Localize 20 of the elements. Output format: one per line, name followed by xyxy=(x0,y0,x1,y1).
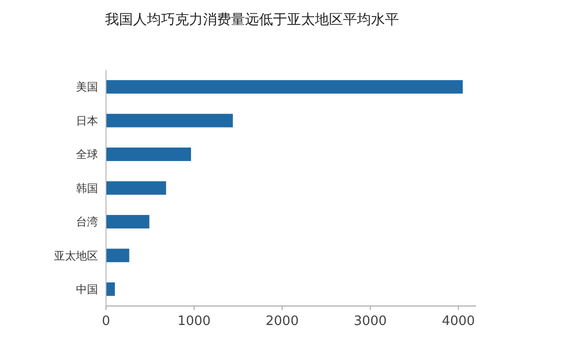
y-tick-label: 中国 xyxy=(76,282,98,296)
bar xyxy=(106,148,192,162)
chart-title: 我国人均巧克力消费量远低于亚太地区平均水平 xyxy=(105,12,399,28)
bar xyxy=(106,214,150,228)
bar xyxy=(106,181,166,195)
bar xyxy=(106,80,463,94)
y-tick-label: 日本 xyxy=(76,114,98,128)
x-tick-label: 1000 xyxy=(178,314,211,329)
y-tick-label: 美国 xyxy=(76,80,98,94)
x-tick-label: 2000 xyxy=(266,314,299,329)
y-tick-label: 韩国 xyxy=(76,182,98,195)
y-tick-label: 全球 xyxy=(76,148,98,162)
x-tick-label: 3000 xyxy=(354,314,387,329)
x-tick-label: 4000 xyxy=(442,314,475,329)
bar xyxy=(106,282,115,296)
bar xyxy=(106,114,233,128)
y-tick-label: 台湾 xyxy=(76,216,98,229)
y-tick-label: 亚太地区 xyxy=(54,249,98,262)
bar xyxy=(106,248,130,262)
x-tick-label: 0 xyxy=(102,314,110,329)
